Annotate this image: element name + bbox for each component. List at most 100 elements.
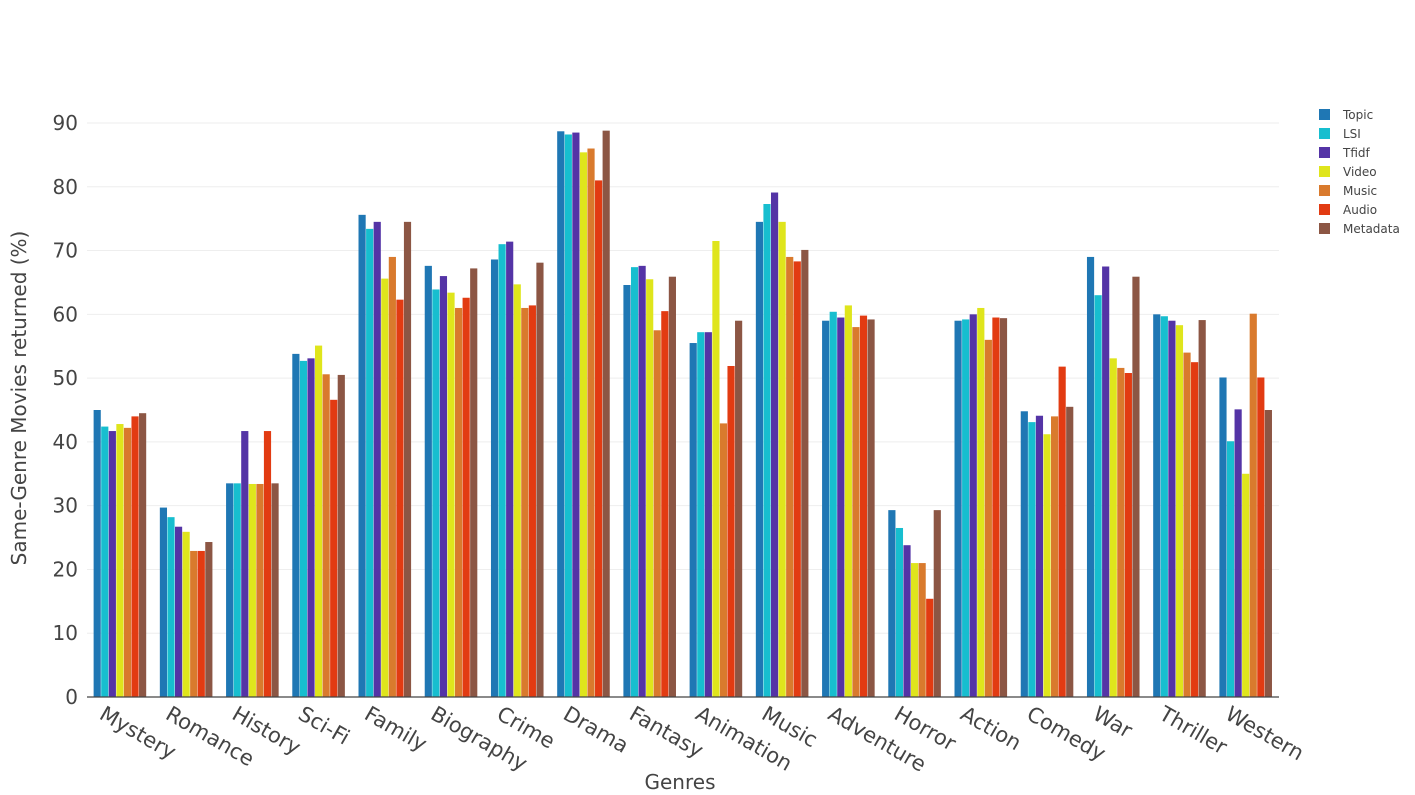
bar-lsi-biography (432, 289, 440, 697)
bar-video-sci-fi (314, 345, 323, 697)
x-tick-label: Thriller (1154, 701, 1231, 759)
bar-audio-music (793, 261, 801, 697)
bar-music-animation (719, 423, 728, 697)
bar-audio-mystery (131, 416, 139, 697)
bar-topic-thriller (1153, 314, 1161, 697)
bar-lsi-western (1226, 441, 1235, 697)
bar-video-family (381, 278, 389, 697)
legend-label-audio: Audio (1343, 203, 1377, 217)
bar-music-war (1117, 367, 1125, 697)
y-tick-label: 90 (53, 111, 78, 135)
bar-topic-sci-fi (292, 353, 300, 697)
bar-tfidf-adventure (837, 317, 845, 697)
bar-lsi-drama (564, 134, 572, 698)
bar-music-adventure (852, 327, 860, 697)
bar-metadata-war (1132, 276, 1140, 697)
bar-topic-action (954, 320, 962, 697)
bar-lsi-animation (697, 332, 705, 697)
bar-tfidf-fantasy (638, 265, 646, 697)
bar-audio-animation (727, 365, 735, 697)
bar-music-horror (918, 563, 926, 697)
bar-audio-western (1257, 377, 1265, 697)
bar-audio-drama (595, 180, 603, 697)
bar-video-comedy (1043, 434, 1051, 697)
bar-tfidf-music (770, 192, 779, 697)
bar-video-thriller (1175, 325, 1184, 697)
x-tick-label: Western (1221, 702, 1308, 766)
legend-label-lsi: LSI (1343, 127, 1361, 141)
bar-music-crime (521, 307, 529, 697)
bar-lsi-war (1094, 295, 1102, 697)
bar-topic-drama (557, 131, 565, 698)
legend-swatch-video (1319, 166, 1330, 177)
bar-metadata-crime (536, 262, 544, 697)
bar-tfidf-war (1102, 266, 1110, 697)
bar-metadata-thriller (1198, 320, 1206, 697)
bar-music-drama (587, 148, 595, 697)
bar-audio-action (992, 317, 1000, 697)
bar-metadata-family (403, 221, 412, 698)
y-tick-label: 70 (53, 239, 78, 263)
bar-video-music (778, 221, 786, 698)
bar-music-history (256, 483, 264, 697)
bar-lsi-adventure (829, 311, 837, 697)
bar-metadata-western (1264, 410, 1272, 697)
bars (93, 130, 1272, 698)
bar-video-fantasy (646, 279, 654, 697)
bar-lsi-romance (167, 517, 175, 697)
bar-lsi-mystery (101, 426, 109, 697)
bar-tfidf-family (373, 221, 381, 698)
bar-audio-family (396, 299, 404, 697)
bar-lsi-family (366, 228, 374, 697)
bar-music-fantasy (653, 330, 661, 697)
bar-tfidf-animation (704, 332, 712, 697)
bar-lsi-comedy (1028, 422, 1036, 697)
bar-audio-adventure (859, 315, 868, 697)
legend-swatch-tfidf (1319, 147, 1330, 158)
bar-video-biography (447, 292, 455, 697)
legend-label-video: Video (1343, 165, 1377, 179)
bar-topic-fantasy (623, 285, 631, 697)
bar-video-horror (910, 563, 919, 697)
bar-video-war (1109, 358, 1117, 697)
bar-topic-war (1086, 256, 1095, 697)
bar-lsi-history (233, 483, 241, 697)
bar-topic-adventure (822, 320, 830, 697)
x-tick-label: Sci-Fi (294, 702, 353, 750)
bar-video-crime (513, 284, 521, 697)
bar-music-action (984, 339, 992, 697)
legend-swatch-lsi (1319, 128, 1330, 139)
bar-lsi-music (763, 204, 771, 697)
bar-metadata-mystery (139, 413, 147, 697)
x-tick-label: Action (957, 702, 1026, 756)
bar-music-biography (455, 307, 463, 697)
bar-tfidf-thriller (1168, 320, 1176, 697)
bar-lsi-fantasy (630, 267, 639, 697)
bar-metadata-sci-fi (337, 374, 345, 697)
bar-music-music (786, 256, 794, 697)
legend-swatch-topic (1319, 109, 1330, 120)
bar-audio-romance (197, 550, 205, 697)
bar-music-romance (190, 550, 198, 697)
bar-video-mystery (116, 424, 124, 697)
y-tick-label: 60 (53, 302, 78, 326)
bar-music-mystery (123, 427, 132, 697)
y-tick-label: 20 (53, 557, 78, 581)
bar-lsi-crime (498, 244, 506, 697)
bar-tfidf-drama (572, 132, 580, 697)
bar-lsi-horror (895, 527, 904, 697)
legend-label-topic: Topic (1342, 108, 1373, 122)
bar-video-history (248, 483, 256, 697)
y-tick-label: 0 (65, 685, 78, 709)
bar-metadata-adventure (867, 319, 875, 697)
bar-topic-family (358, 214, 366, 697)
bar-video-action (977, 307, 985, 697)
bar-topic-music (755, 221, 764, 698)
bar-metadata-horror (933, 510, 941, 697)
bar-tfidf-horror (903, 545, 911, 697)
bar-metadata-biography (470, 268, 478, 697)
bar-topic-mystery (93, 410, 101, 697)
bar-audio-horror (926, 598, 934, 697)
y-tick-label: 10 (53, 621, 78, 645)
y-tick-label: 50 (53, 366, 78, 390)
